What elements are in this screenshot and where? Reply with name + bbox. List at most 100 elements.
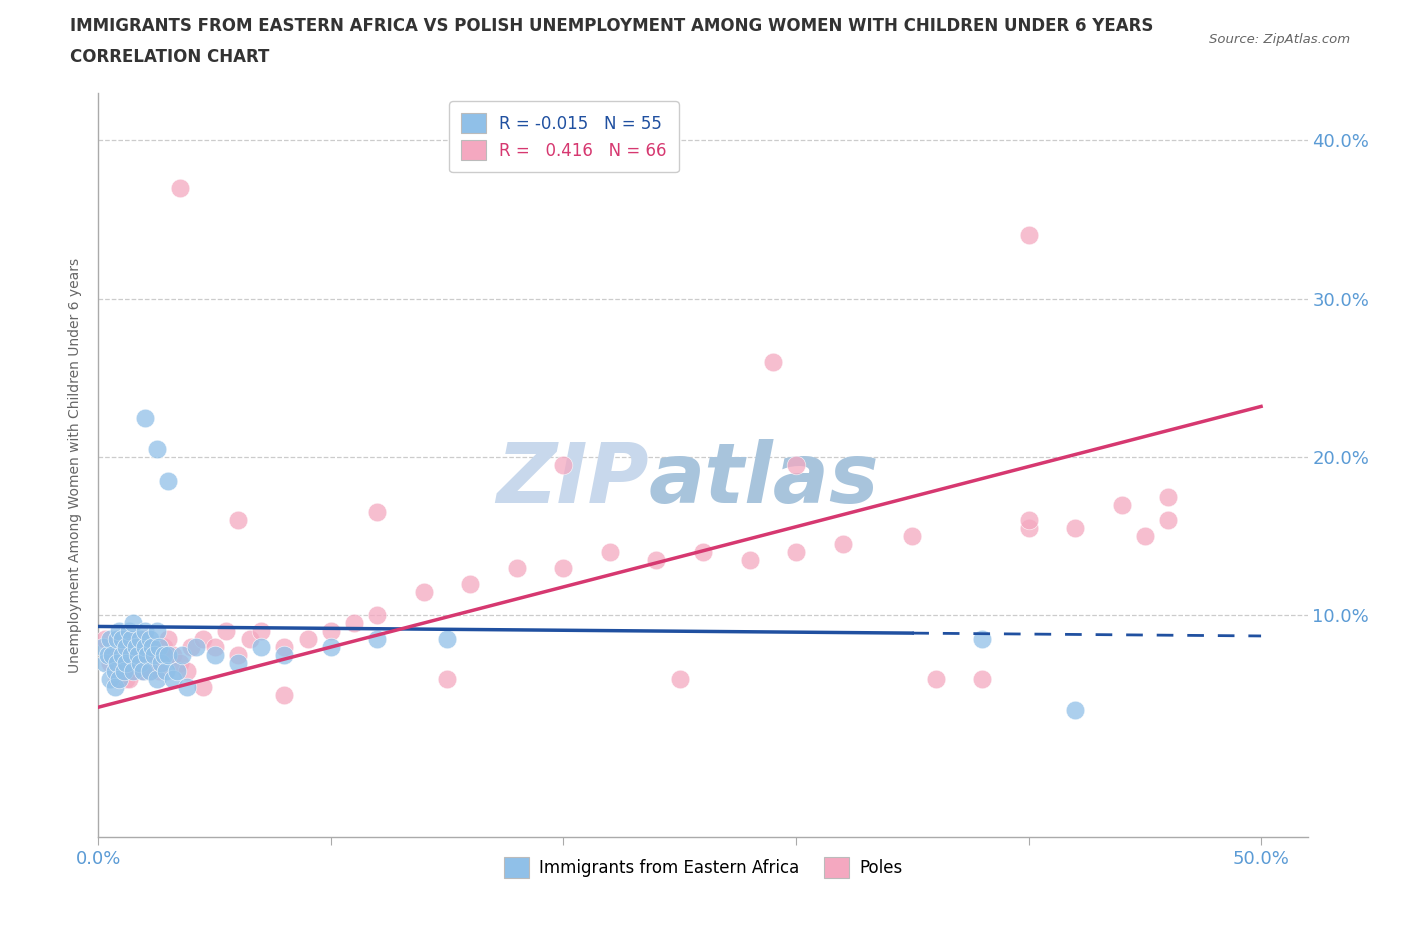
- Point: [108, 671, 131, 686]
- Point: [176, 663, 198, 678]
- Point: [104, 679, 127, 694]
- Point: [599, 545, 621, 560]
- Point: [134, 624, 156, 639]
- Point: [970, 671, 993, 686]
- Point: [226, 513, 249, 528]
- Point: [1064, 521, 1087, 536]
- Point: [134, 631, 156, 646]
- Point: [831, 537, 853, 551]
- Point: [134, 410, 156, 425]
- Point: [184, 640, 207, 655]
- Text: Source: ZipAtlas.com: Source: ZipAtlas.com: [1209, 33, 1350, 46]
- Point: [120, 647, 142, 662]
- Text: CORRELATION CHART: CORRELATION CHART: [70, 48, 270, 66]
- Point: [118, 624, 141, 639]
- Point: [94, 656, 117, 671]
- Point: [176, 679, 198, 694]
- Point: [239, 631, 262, 646]
- Point: [180, 640, 202, 655]
- Point: [157, 473, 180, 488]
- Text: ZIP: ZIP: [496, 439, 648, 521]
- Point: [118, 671, 141, 686]
- Point: [145, 647, 167, 662]
- Point: [162, 671, 184, 686]
- Text: IMMIGRANTS FROM EASTERN AFRICA VS POLISH UNEMPLOYMENT AMONG WOMEN WITH CHILDREN : IMMIGRANTS FROM EASTERN AFRICA VS POLISH…: [70, 17, 1154, 34]
- Point: [145, 442, 167, 457]
- Point: [785, 458, 807, 472]
- Point: [120, 631, 142, 646]
- Point: [226, 656, 249, 671]
- Point: [115, 671, 138, 686]
- Point: [131, 663, 153, 678]
- Point: [157, 631, 180, 646]
- Point: [366, 505, 388, 520]
- Point: [141, 640, 163, 655]
- Point: [122, 663, 145, 678]
- Point: [129, 631, 152, 646]
- Point: [645, 552, 668, 567]
- Point: [124, 640, 146, 655]
- Point: [105, 656, 128, 671]
- Point: [273, 640, 295, 655]
- Point: [553, 458, 575, 472]
- Point: [366, 608, 388, 623]
- Point: [129, 647, 152, 662]
- Point: [138, 663, 160, 678]
- Point: [143, 647, 166, 662]
- Y-axis label: Unemployment Among Women with Children Under 6 years: Unemployment Among Women with Children U…: [69, 258, 83, 672]
- Point: [101, 647, 124, 662]
- Point: [122, 616, 145, 631]
- Point: [172, 647, 194, 662]
- Point: [127, 647, 149, 662]
- Point: [1018, 513, 1040, 528]
- Legend: Immigrants from Eastern Africa, Poles: Immigrants from Eastern Africa, Poles: [498, 851, 908, 884]
- Point: [1157, 489, 1180, 504]
- Point: [250, 640, 273, 655]
- Point: [668, 671, 690, 686]
- Point: [94, 631, 117, 646]
- Point: [138, 663, 160, 678]
- Point: [738, 552, 761, 567]
- Point: [506, 561, 529, 576]
- Point: [136, 647, 159, 662]
- Point: [122, 631, 145, 646]
- Point: [191, 679, 214, 694]
- Point: [148, 663, 170, 678]
- Point: [105, 671, 128, 686]
- Point: [134, 640, 156, 655]
- Point: [1133, 529, 1156, 544]
- Point: [136, 647, 159, 662]
- Point: [145, 624, 167, 639]
- Point: [111, 631, 134, 646]
- Point: [1018, 228, 1040, 243]
- Point: [152, 640, 174, 655]
- Point: [319, 640, 342, 655]
- Point: [1111, 498, 1133, 512]
- Point: [91, 640, 114, 655]
- Point: [226, 647, 249, 662]
- Point: [127, 640, 149, 655]
- Point: [366, 631, 388, 646]
- Point: [145, 671, 167, 686]
- Point: [155, 663, 177, 678]
- Point: [215, 624, 238, 639]
- Point: [98, 631, 121, 646]
- Point: [111, 647, 134, 662]
- Point: [692, 545, 714, 560]
- Point: [98, 671, 121, 686]
- Point: [436, 631, 458, 646]
- Point: [111, 631, 134, 646]
- Point: [105, 631, 128, 646]
- Point: [436, 671, 458, 686]
- Point: [204, 640, 226, 655]
- Point: [112, 663, 135, 678]
- Point: [273, 647, 295, 662]
- Point: [204, 647, 226, 662]
- Point: [319, 624, 342, 639]
- Point: [131, 663, 153, 678]
- Point: [901, 529, 924, 544]
- Point: [297, 631, 319, 646]
- Point: [129, 656, 152, 671]
- Point: [104, 647, 127, 662]
- Point: [273, 687, 295, 702]
